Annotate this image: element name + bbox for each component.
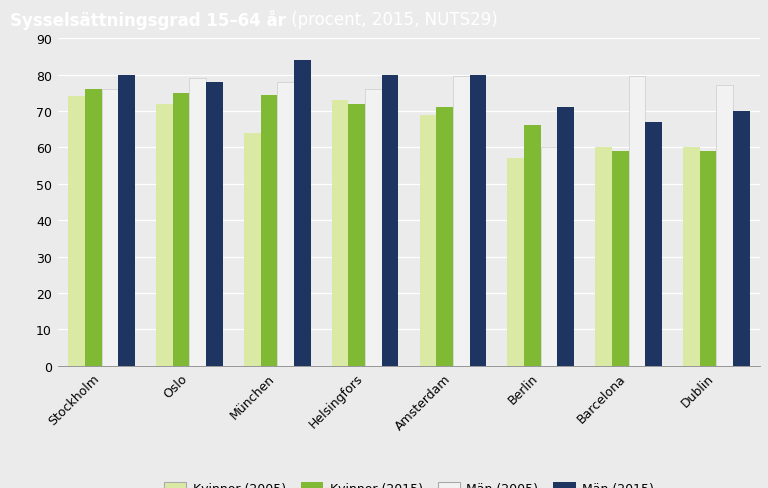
Bar: [206, 82, 223, 366]
Bar: [508, 159, 524, 366]
Bar: [453, 77, 469, 366]
Bar: [436, 108, 453, 366]
Legend: Kvinnor (2005), Kvinnor (2015), Män (2005), Män (2015): Kvinnor (2005), Kvinnor (2015), Män (200…: [159, 477, 659, 488]
Bar: [469, 75, 486, 366]
Bar: [243, 134, 260, 366]
Bar: [717, 86, 733, 366]
Bar: [541, 148, 558, 366]
Bar: [118, 75, 135, 366]
Bar: [332, 101, 349, 366]
Bar: [190, 79, 206, 366]
Bar: [260, 95, 277, 366]
Bar: [349, 104, 365, 366]
Bar: [612, 152, 628, 366]
Bar: [595, 148, 612, 366]
Text: (procent, 2015, NUTS29): (procent, 2015, NUTS29): [286, 11, 498, 29]
Bar: [173, 94, 190, 366]
Bar: [101, 90, 118, 366]
Bar: [84, 90, 101, 366]
Bar: [419, 115, 436, 366]
Bar: [365, 90, 382, 366]
Bar: [156, 104, 173, 366]
Text: Sysselsättningsgrad 15–64 år: Sysselsättningsgrad 15–64 år: [10, 10, 286, 30]
Bar: [700, 152, 717, 366]
Bar: [277, 82, 294, 366]
Bar: [524, 126, 541, 366]
Bar: [558, 108, 574, 366]
Bar: [628, 77, 645, 366]
Bar: [683, 148, 700, 366]
Bar: [68, 97, 84, 366]
Bar: [645, 122, 662, 366]
Bar: [382, 75, 399, 366]
Bar: [294, 61, 310, 366]
Bar: [733, 112, 750, 366]
